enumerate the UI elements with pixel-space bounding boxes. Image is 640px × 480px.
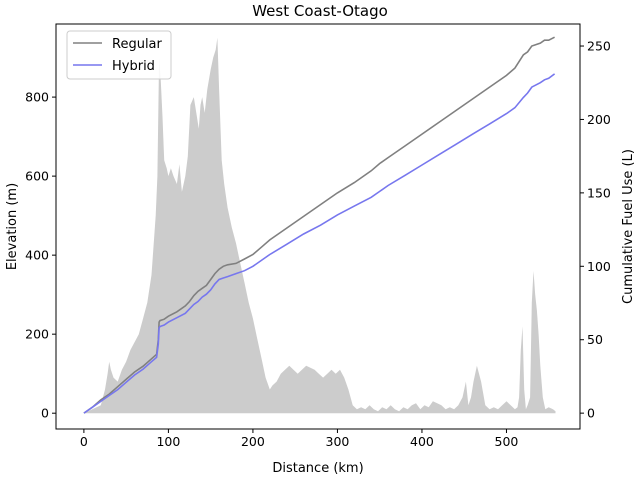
series-line-hybrid bbox=[83, 73, 556, 414]
legend-label-regular: Regular bbox=[112, 37, 163, 52]
x-tick-label: 0 bbox=[80, 434, 88, 449]
series-layer bbox=[83, 36, 556, 414]
elevation-area bbox=[83, 37, 556, 414]
chart-title: West Coast-Otago bbox=[252, 2, 388, 20]
x-tick-label: 400 bbox=[410, 434, 434, 449]
x-axis-ticks: 0 100 200 300 400 500 bbox=[80, 429, 519, 449]
y-right-tick-label: 200 bbox=[587, 112, 611, 127]
y-axis-left-ticks: 0 200 400 600 800 bbox=[25, 90, 56, 421]
y-left-tick-label: 800 bbox=[25, 90, 49, 105]
y-right-tick-label: 100 bbox=[587, 259, 611, 274]
y-axis-left-label: Elevation (m) bbox=[5, 183, 20, 270]
legend-label-hybrid: Hybrid bbox=[112, 59, 155, 74]
y-left-tick-label: 600 bbox=[25, 169, 49, 184]
y-left-tick-label: 0 bbox=[41, 406, 49, 421]
x-tick-label: 300 bbox=[326, 434, 350, 449]
x-axis-label: Distance (km) bbox=[272, 461, 363, 476]
y-axis-right-label: Cumulative Fuel Use (L) bbox=[621, 149, 636, 304]
y-left-tick-label: 400 bbox=[25, 248, 49, 263]
elevation-layer bbox=[83, 37, 556, 414]
y-right-tick-label: 50 bbox=[587, 332, 603, 347]
x-tick-label: 500 bbox=[495, 434, 519, 449]
x-tick-label: 200 bbox=[241, 434, 265, 449]
y-right-tick-label: 0 bbox=[587, 406, 595, 421]
y-right-tick-label: 150 bbox=[587, 185, 611, 200]
plot-frame bbox=[55, 23, 581, 430]
x-tick-label: 100 bbox=[156, 434, 180, 449]
legend: Regular Hybrid bbox=[66, 30, 172, 80]
y-axis-right-ticks: 0 50 100 150 200 250 bbox=[580, 39, 611, 421]
y-right-tick-label: 250 bbox=[587, 39, 611, 54]
y-left-tick-label: 200 bbox=[25, 327, 49, 342]
